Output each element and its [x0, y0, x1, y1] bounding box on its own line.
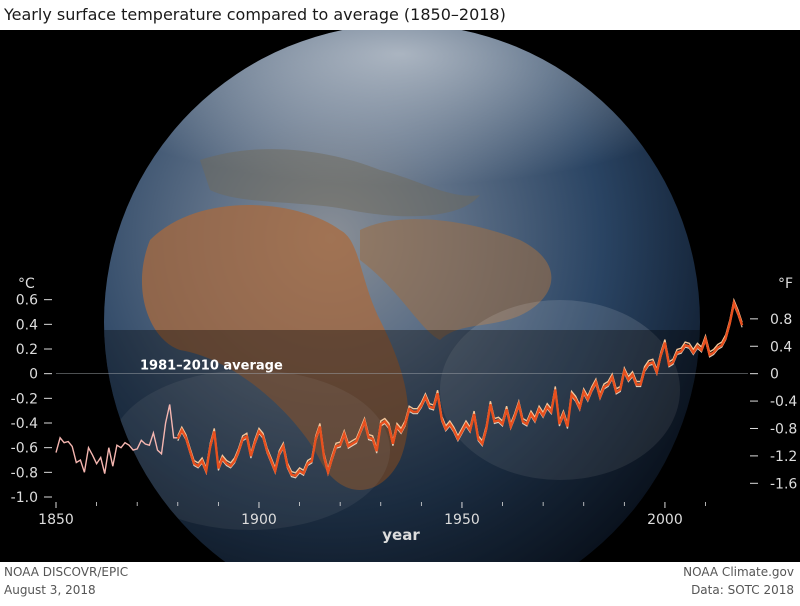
footer: NOAA DISCOVR/EPIC August 3, 2018 NOAA Cl…: [0, 562, 800, 606]
y-tick-label-right: -0.8: [770, 421, 797, 437]
chart-title: Yearly surface temperature compared to a…: [4, 5, 506, 24]
x-tick-label: 1900: [241, 512, 277, 528]
y-tick-label-left: 0.4: [16, 317, 38, 333]
footer-date: August 3, 2018: [4, 583, 96, 597]
y-tick-label-left: 0.2: [16, 342, 38, 358]
footer-source-image: NOAA DISCOVR/EPIC: [4, 565, 129, 579]
y-tick-label-right: -1.6: [770, 476, 797, 492]
y-tick-label-left: 0: [29, 367, 38, 383]
y-axis-label-fahrenheit: °F: [778, 276, 793, 292]
y-tick-label-left: -0.2: [11, 391, 38, 407]
y-tick-label-right: -1.2: [770, 449, 797, 465]
series-main-line: [176, 299, 744, 478]
footer-data-source: Data: SOTC 2018: [691, 583, 794, 597]
title-bar: Yearly surface temperature compared to a…: [0, 0, 800, 30]
earth-globe: [104, 24, 700, 606]
footer-credit: NOAA Climate.gov: [683, 565, 794, 579]
y-tick-label-right: 0.4: [770, 339, 792, 355]
y-tick-label-left: -0.6: [11, 441, 38, 457]
y-tick-label-right: 0.8: [770, 312, 792, 328]
series-early-line: [55, 404, 178, 474]
y-tick-label-left: -1.0: [11, 490, 38, 506]
y-tick-label-left: 0.6: [16, 293, 38, 309]
x-tick-label: 2000: [647, 512, 683, 528]
x-axis-label: year: [382, 526, 420, 544]
temperature-chart: 1981–2010 average °C -1.0 -0.8 -0.6 -0.4 -0.2 0…: [11, 24, 798, 606]
x-tick-label: 1950: [444, 512, 480, 528]
y-tick-label-left: -0.4: [11, 416, 38, 432]
chart-panel: 1981–2010 average °C -1.0 -0.8 -0.6 -0.4 -0.2 0…: [0, 24, 800, 606]
y-tick-label-right: 0: [770, 367, 779, 383]
baseline-label: 1981–2010 average: [140, 359, 283, 374]
y-axis-label-celsius: °C: [18, 276, 35, 292]
y-tick-label-right: -0.4: [770, 394, 797, 410]
axes: 1981–2010 average °C -1.0 -0.8 -0.6 -0.4 -0.2 0…: [11, 276, 798, 544]
series-lines: [55, 297, 744, 479]
x-tick-label: 1850: [38, 512, 74, 528]
y-tick-label-left: -0.8: [11, 465, 38, 481]
